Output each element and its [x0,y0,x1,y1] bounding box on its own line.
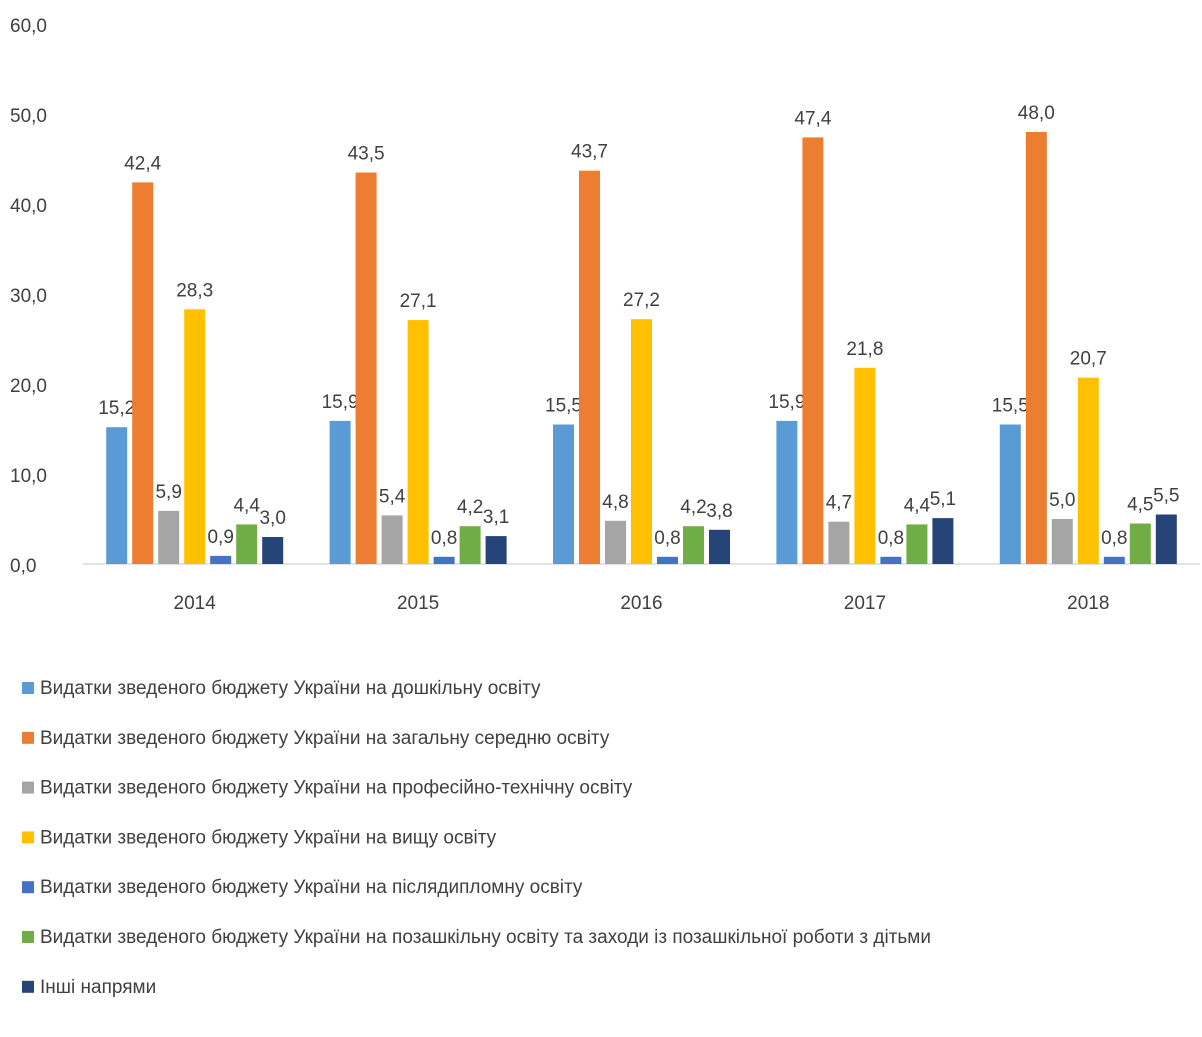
x-tick-label: 2018 [1067,593,1109,614]
value-label: 0,8 [431,528,457,549]
bar [329,420,351,564]
value-label: 4,5 [1127,495,1153,516]
value-label: 3,1 [483,507,509,528]
value-label: 28,3 [176,280,213,301]
x-tick-label: 2014 [174,593,217,614]
bar [485,536,507,564]
bar [906,524,928,564]
bar [932,518,954,564]
bar [459,526,481,564]
x-tick-label: 2015 [397,593,439,614]
value-label: 5,1 [930,489,956,510]
value-label: 43,5 [348,144,385,165]
bar [828,521,850,564]
y-tick-label: 10,0 [10,466,47,487]
value-label: 3,0 [259,508,285,529]
bar [802,137,824,564]
x-tick-label: 2017 [844,593,886,614]
value-label: 3,8 [706,501,732,522]
value-label: 5,9 [155,482,181,503]
value-label: 27,1 [400,291,437,312]
bar [1025,132,1047,564]
y-tick-label: 40,0 [10,196,47,217]
legend-swatch [22,731,34,744]
bar [657,556,678,564]
legend-label: Інші напрями [40,977,156,998]
legend-label: Видатки зведеного бюджету України на піс… [40,877,583,898]
legend-swatch [22,781,34,794]
bar [210,555,232,564]
bar [1051,519,1073,564]
bar [158,510,180,564]
y-tick-label: 50,0 [10,106,47,127]
value-label: 5,4 [379,486,406,507]
value-label: 15,5 [992,396,1029,417]
bar [1129,523,1151,564]
x-tick-label: 2016 [620,593,662,614]
value-label: 4,2 [457,497,483,518]
legend-label: Видатки зведеного бюджету України на поз… [40,927,931,948]
legend-swatch [22,881,34,894]
bar [854,367,876,564]
bar [605,520,626,564]
bar [880,556,902,564]
y-tick-label: 20,0 [10,376,47,397]
bar [381,515,403,564]
bar [184,309,206,564]
bar [262,537,284,564]
value-label: 0,8 [654,528,680,549]
value-label: 20,7 [1070,349,1107,370]
value-label: 4,4 [233,495,260,516]
value-label: 43,7 [571,142,608,163]
legend-swatch [22,682,34,694]
bar [709,529,730,564]
value-label: 4,7 [826,493,852,514]
value-label: 15,9 [322,392,359,413]
value-label: 0,8 [1101,528,1127,549]
value-label: 48,0 [1018,103,1055,124]
y-tick-label: 0,0 [10,556,36,577]
legend-swatch [22,831,34,844]
bar [553,424,574,564]
value-label: 15,2 [98,398,135,419]
y-tick-label: 30,0 [10,286,47,307]
bar [1103,556,1125,564]
value-label: 27,2 [623,290,660,311]
bar [407,320,429,564]
bar [355,172,377,564]
value-label: 4,8 [602,492,628,513]
bar [132,182,154,564]
value-label: 0,9 [207,527,233,548]
value-label: 4,2 [680,497,706,518]
bar [631,319,652,564]
legend-label: Видатки зведеного бюджету України на вищ… [40,827,497,848]
bar [1077,377,1099,564]
legend-label: Видатки зведеного бюджету України на заг… [40,728,610,749]
value-label: 21,8 [846,339,883,360]
bar [683,526,704,564]
value-label: 0,8 [878,528,904,549]
value-label: 15,9 [768,392,805,413]
bar [236,524,258,564]
y-tick-label: 60,0 [10,16,47,37]
bar [776,420,798,564]
value-label: 5,5 [1153,486,1179,507]
bar [106,427,128,564]
legend-label: Видатки зведеного бюджету України на дош… [40,678,541,699]
bar [433,556,455,564]
value-label: 5,0 [1049,490,1075,511]
bar [999,424,1021,564]
legend-label: Видатки зведеного бюджету України на про… [40,778,633,799]
legend-swatch [22,980,34,993]
value-label: 47,4 [794,108,831,129]
bar [1155,514,1177,564]
value-label: 4,4 [904,495,931,516]
bar [579,170,600,564]
value-label: 42,4 [124,153,161,174]
legend-swatch [22,931,34,943]
value-label: 15,5 [545,396,582,417]
